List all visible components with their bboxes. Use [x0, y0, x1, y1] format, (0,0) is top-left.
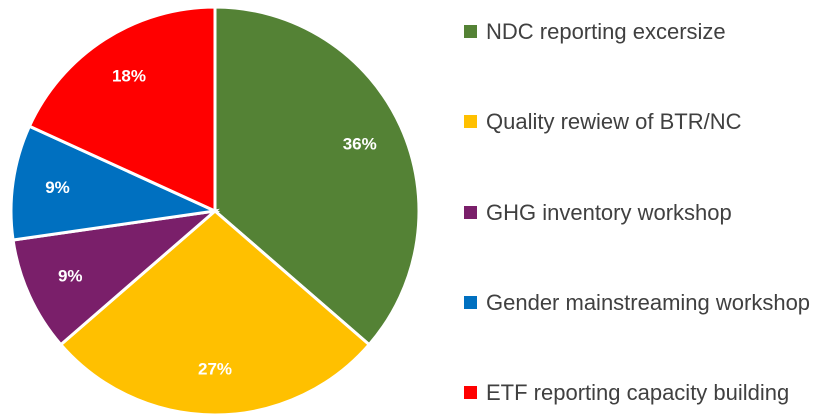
legend-label: GHG inventory workshop	[486, 199, 732, 225]
legend-entry: Gender mainstreaming workshop	[464, 285, 824, 320]
legend-swatch	[464, 205, 477, 219]
data-label: 18%	[112, 67, 146, 86]
data-label: 9%	[58, 267, 83, 286]
legend: NDC reporting excersize Quality rewiew of…	[464, 14, 824, 410]
pie-slice	[58, 209, 372, 417]
data-label: 9%	[45, 178, 70, 197]
data-label: 27%	[198, 360, 232, 379]
legend-swatch	[464, 386, 477, 399]
pie-slice	[27, 5, 217, 214]
legend-entry: Quality rewiew of BTR/NC	[464, 104, 824, 139]
legend-swatch	[464, 295, 477, 309]
pie-slice	[11, 208, 220, 347]
data-label: 36%	[343, 134, 377, 153]
legend-entry: GHG inventory workshop	[464, 195, 824, 230]
legend-swatch	[464, 25, 477, 38]
legend-entry: ETF reporting capacity building	[464, 375, 824, 410]
pie-slice	[9, 124, 221, 242]
legend-entry: NDC reporting excersize	[464, 14, 824, 49]
legend-label: ETF reporting capacity building	[486, 380, 790, 405]
pie-chart: 36% 27% 9% 9% 18%	[9, 5, 421, 417]
legend-label: NDC reporting excersize	[486, 19, 726, 44]
pie-slice	[213, 5, 421, 347]
legend-swatch	[464, 115, 477, 129]
legend-label: Quality rewiew of BTR/NC	[486, 109, 742, 135]
legend-label: Gender mainstreaming workshop	[486, 289, 811, 315]
